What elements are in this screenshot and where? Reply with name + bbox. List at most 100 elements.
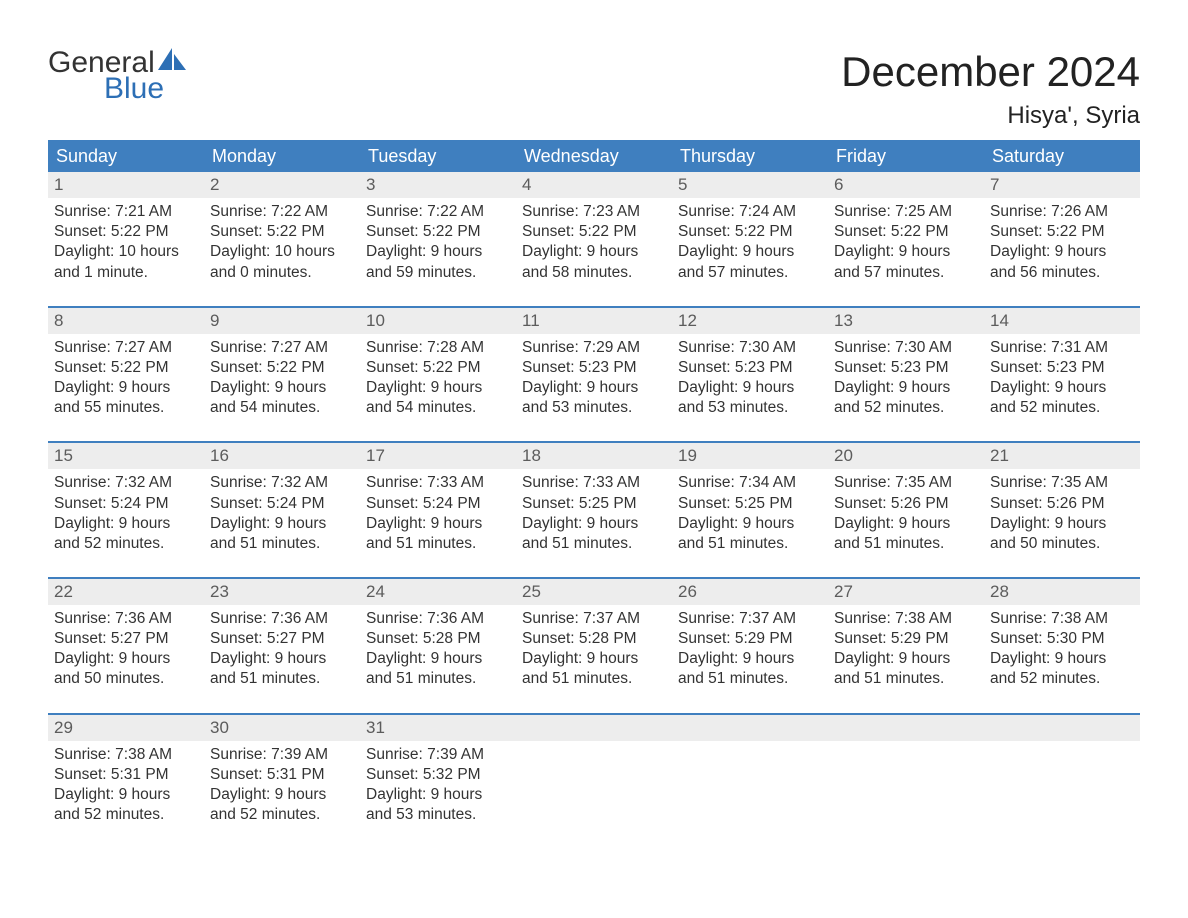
sunset-text: Sunset: 5:23 PM [990, 358, 1134, 378]
sunrise-text: Sunrise: 7:38 AM [834, 609, 978, 629]
dow-header: Sunday Monday Tuesday Wednesday Thursday… [48, 140, 1140, 173]
sunrise-text: Sunrise: 7:39 AM [366, 745, 510, 765]
day-number: 23 [204, 579, 360, 605]
day-cell: 14Sunrise: 7:31 AMSunset: 5:23 PMDayligh… [984, 308, 1140, 443]
dow-saturday: Saturday [984, 140, 1140, 173]
sunrise-text: Sunrise: 7:28 AM [366, 338, 510, 358]
day-cell [828, 715, 984, 850]
day-number: 16 [204, 443, 360, 469]
day-cell: 13Sunrise: 7:30 AMSunset: 5:23 PMDayligh… [828, 308, 984, 443]
day-cell: 23Sunrise: 7:36 AMSunset: 5:27 PMDayligh… [204, 579, 360, 714]
sunrise-text: Sunrise: 7:22 AM [366, 202, 510, 222]
daylight-text: Daylight: 10 hours [210, 242, 354, 262]
day-number: 8 [48, 308, 204, 334]
day-cell: 20Sunrise: 7:35 AMSunset: 5:26 PMDayligh… [828, 443, 984, 578]
daylight-text: and 51 minutes. [210, 669, 354, 689]
day-cell: 3 Sunrise: 7:22 AMSunset: 5:22 PMDaylight… [360, 172, 516, 307]
day-cell: 11Sunrise: 7:29 AMSunset: 5:23 PMDayligh… [516, 308, 672, 443]
daylight-text: Daylight: 9 hours [834, 649, 978, 669]
sunrise-text: Sunrise: 7:37 AM [678, 609, 822, 629]
day-number: 17 [360, 443, 516, 469]
sunset-text: Sunset: 5:22 PM [210, 358, 354, 378]
daylight-text: and 57 minutes. [834, 263, 978, 283]
daylight-text: Daylight: 9 hours [366, 785, 510, 805]
sunset-text: Sunset: 5:23 PM [834, 358, 978, 378]
calendar: Sunday Monday Tuesday Wednesday Thursday… [48, 140, 1140, 849]
day-cell: 18Sunrise: 7:33 AMSunset: 5:25 PMDayligh… [516, 443, 672, 578]
day-cell: 16Sunrise: 7:32 AMSunset: 5:24 PMDayligh… [204, 443, 360, 578]
daylight-text: and 52 minutes. [54, 805, 198, 825]
dow-monday: Monday [204, 140, 360, 173]
day-number: 12 [672, 308, 828, 334]
daylight-text: and 52 minutes. [990, 669, 1134, 689]
week-row: 1Sunrise: 7:21 AMSunset: 5:22 PMDaylight… [48, 172, 1140, 307]
daylight-text: and 52 minutes. [990, 398, 1134, 418]
sunset-text: Sunset: 5:28 PM [366, 629, 510, 649]
sunrise-text: Sunrise: 7:27 AM [210, 338, 354, 358]
sunrise-text: Sunrise: 7:25 AM [834, 202, 978, 222]
daylight-text: Daylight: 10 hours [54, 242, 198, 262]
day-cell: 31Sunrise: 7:39 AMSunset: 5:32 PMDayligh… [360, 715, 516, 850]
day-number: 6 [828, 172, 984, 198]
dow-wednesday: Wednesday [516, 140, 672, 173]
location: Hisya', Syria [841, 102, 1140, 130]
sunset-text: Sunset: 5:31 PM [54, 765, 198, 785]
day-number: 13 [828, 308, 984, 334]
daylight-text: Daylight: 9 hours [678, 242, 822, 262]
day-number: 1 [48, 172, 204, 198]
daylight-text: Daylight: 9 hours [366, 242, 510, 262]
sunrise-text: Sunrise: 7:27 AM [54, 338, 198, 358]
sunrise-text: Sunrise: 7:26 AM [990, 202, 1134, 222]
daylight-text: Daylight: 9 hours [366, 514, 510, 534]
sunset-text: Sunset: 5:22 PM [990, 222, 1134, 242]
daylight-text: Daylight: 9 hours [54, 514, 198, 534]
daylight-text: and 51 minutes. [834, 534, 978, 554]
daylight-text: Daylight: 9 hours [366, 378, 510, 398]
daylight-text: and 53 minutes. [522, 398, 666, 418]
day-number [672, 715, 828, 741]
daylight-text: Daylight: 9 hours [834, 514, 978, 534]
daylight-text: Daylight: 9 hours [54, 378, 198, 398]
daylight-text: Daylight: 9 hours [522, 649, 666, 669]
daylight-text: Daylight: 9 hours [522, 378, 666, 398]
daylight-text: and 51 minutes. [522, 669, 666, 689]
day-cell [984, 715, 1140, 850]
day-number [828, 715, 984, 741]
day-number: 25 [516, 579, 672, 605]
sunset-text: Sunset: 5:22 PM [834, 222, 978, 242]
day-number: 7 [984, 172, 1140, 198]
sunrise-text: Sunrise: 7:36 AM [54, 609, 198, 629]
day-number: 3 [360, 172, 516, 198]
daylight-text: Daylight: 9 hours [210, 785, 354, 805]
day-number: 4 [516, 172, 672, 198]
sunrise-text: Sunrise: 7:36 AM [210, 609, 354, 629]
sunrise-text: Sunrise: 7:32 AM [210, 473, 354, 493]
sunset-text: Sunset: 5:22 PM [366, 222, 510, 242]
sunrise-text: Sunrise: 7:36 AM [366, 609, 510, 629]
dow-thursday: Thursday [672, 140, 828, 173]
day-number: 9 [204, 308, 360, 334]
day-number: 24 [360, 579, 516, 605]
daylight-text: and 51 minutes. [678, 534, 822, 554]
sunrise-text: Sunrise: 7:33 AM [522, 473, 666, 493]
daylight-text: and 54 minutes. [366, 398, 510, 418]
day-number: 5 [672, 172, 828, 198]
sunrise-text: Sunrise: 7:24 AM [678, 202, 822, 222]
month-title: December 2024 [841, 48, 1140, 96]
sunset-text: Sunset: 5:31 PM [210, 765, 354, 785]
day-cell: 25Sunrise: 7:37 AMSunset: 5:28 PMDayligh… [516, 579, 672, 714]
week-row: 22Sunrise: 7:36 AMSunset: 5:27 PMDayligh… [48, 577, 1140, 714]
daylight-text: and 50 minutes. [990, 534, 1134, 554]
dow-tuesday: Tuesday [360, 140, 516, 173]
sunrise-text: Sunrise: 7:32 AM [54, 473, 198, 493]
day-cell: 12Sunrise: 7:30 AMSunset: 5:23 PMDayligh… [672, 308, 828, 443]
sunrise-text: Sunrise: 7:38 AM [990, 609, 1134, 629]
sunset-text: Sunset: 5:22 PM [210, 222, 354, 242]
day-number: 18 [516, 443, 672, 469]
daylight-text: and 1 minute. [54, 263, 198, 283]
day-cell: 1Sunrise: 7:21 AMSunset: 5:22 PMDaylight… [48, 172, 204, 307]
sunrise-text: Sunrise: 7:22 AM [210, 202, 354, 222]
daylight-text: Daylight: 9 hours [990, 378, 1134, 398]
day-cell: 27Sunrise: 7:38 AMSunset: 5:29 PMDayligh… [828, 579, 984, 714]
sunset-text: Sunset: 5:22 PM [54, 222, 198, 242]
